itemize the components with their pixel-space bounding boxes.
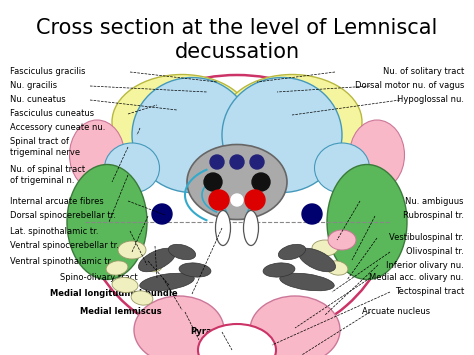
Text: Medial lemniscus: Medial lemniscus bbox=[80, 307, 162, 317]
Text: Arcuate nucleus: Arcuate nucleus bbox=[362, 307, 430, 317]
Ellipse shape bbox=[263, 263, 295, 277]
Ellipse shape bbox=[349, 120, 404, 190]
Ellipse shape bbox=[138, 248, 175, 272]
Ellipse shape bbox=[326, 261, 348, 275]
Text: Spino-olivary tract: Spino-olivary tract bbox=[60, 273, 137, 283]
Ellipse shape bbox=[118, 241, 146, 259]
Ellipse shape bbox=[315, 143, 370, 193]
Ellipse shape bbox=[140, 273, 194, 291]
Circle shape bbox=[209, 190, 229, 210]
Text: decussation: decussation bbox=[174, 42, 300, 62]
Ellipse shape bbox=[112, 75, 252, 169]
Ellipse shape bbox=[327, 164, 407, 279]
Text: Hypoglossal nu.: Hypoglossal nu. bbox=[397, 95, 464, 104]
Text: Accessory cuneate nu.: Accessory cuneate nu. bbox=[10, 124, 105, 132]
Ellipse shape bbox=[312, 240, 338, 256]
Text: Inferior olivary nu.: Inferior olivary nu. bbox=[386, 261, 464, 269]
Circle shape bbox=[250, 155, 264, 169]
Ellipse shape bbox=[278, 244, 306, 260]
Text: Cross section at the level of Lemniscal: Cross section at the level of Lemniscal bbox=[36, 18, 438, 38]
Ellipse shape bbox=[132, 77, 252, 192]
Ellipse shape bbox=[250, 296, 340, 355]
Ellipse shape bbox=[328, 230, 356, 250]
Text: Olivospinal tr.: Olivospinal tr. bbox=[406, 247, 464, 257]
Text: Nu. gracilis: Nu. gracilis bbox=[10, 82, 57, 91]
Circle shape bbox=[210, 155, 224, 169]
Ellipse shape bbox=[168, 244, 196, 260]
Text: Nu. cuneatus: Nu. cuneatus bbox=[10, 95, 66, 104]
Ellipse shape bbox=[187, 144, 287, 219]
Text: Ventral spinothalamic tr.: Ventral spinothalamic tr. bbox=[10, 257, 113, 266]
Circle shape bbox=[245, 190, 265, 210]
Text: Medial acc. olivary nu.: Medial acc. olivary nu. bbox=[370, 273, 464, 283]
Text: Rubrospinal tr.: Rubrospinal tr. bbox=[403, 212, 464, 220]
Ellipse shape bbox=[179, 263, 211, 277]
Ellipse shape bbox=[299, 248, 336, 272]
Text: Dorsal motor nu. of vagus: Dorsal motor nu. of vagus bbox=[355, 82, 464, 91]
Text: Nu. ambiguus: Nu. ambiguus bbox=[405, 197, 464, 206]
Ellipse shape bbox=[134, 296, 224, 355]
Text: Vestibulospinal tr.: Vestibulospinal tr. bbox=[389, 234, 464, 242]
Text: Lat. spinothalamic tr.: Lat. spinothalamic tr. bbox=[10, 226, 99, 235]
Circle shape bbox=[302, 204, 322, 224]
Text: Fasciculus gracilis: Fasciculus gracilis bbox=[10, 67, 85, 76]
Text: Pyramid: Pyramid bbox=[190, 328, 229, 337]
Ellipse shape bbox=[131, 291, 153, 305]
Text: Fasciculus cuneatus: Fasciculus cuneatus bbox=[10, 109, 94, 119]
Circle shape bbox=[204, 173, 222, 191]
Ellipse shape bbox=[106, 261, 128, 275]
Ellipse shape bbox=[244, 211, 258, 246]
Ellipse shape bbox=[104, 143, 159, 193]
Circle shape bbox=[152, 204, 172, 224]
Circle shape bbox=[231, 194, 243, 206]
Ellipse shape bbox=[216, 211, 230, 246]
Circle shape bbox=[252, 173, 270, 191]
Ellipse shape bbox=[82, 75, 392, 345]
Ellipse shape bbox=[222, 75, 362, 169]
Ellipse shape bbox=[70, 120, 125, 190]
Ellipse shape bbox=[142, 258, 162, 272]
Text: Tectospinal tract: Tectospinal tract bbox=[395, 288, 464, 296]
Text: Internal arcuate fibres: Internal arcuate fibres bbox=[10, 197, 104, 206]
Text: Nu. of solitary tract: Nu. of solitary tract bbox=[383, 67, 464, 76]
Ellipse shape bbox=[112, 278, 138, 293]
Text: Medial longitudinal bundle: Medial longitudinal bundle bbox=[50, 289, 178, 299]
Text: Spinal tract of
trigeminal nerve: Spinal tract of trigeminal nerve bbox=[10, 137, 80, 157]
Ellipse shape bbox=[280, 273, 334, 291]
Text: Nu. of spinal tract
of trigeminal n.: Nu. of spinal tract of trigeminal n. bbox=[10, 165, 85, 185]
Ellipse shape bbox=[222, 77, 342, 192]
Circle shape bbox=[230, 155, 244, 169]
Ellipse shape bbox=[198, 324, 276, 355]
Text: Dorsal spinocerebellar tr.: Dorsal spinocerebellar tr. bbox=[10, 212, 116, 220]
Text: Ventral spinocerebellar tr.: Ventral spinocerebellar tr. bbox=[10, 241, 119, 251]
Ellipse shape bbox=[67, 164, 147, 279]
